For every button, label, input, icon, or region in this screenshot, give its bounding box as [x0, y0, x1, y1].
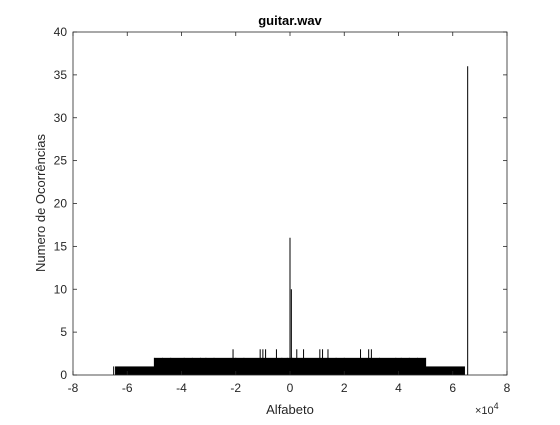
- x-tick-label: 4: [395, 381, 402, 395]
- bars-group: [113, 66, 469, 375]
- y-tick-label: 25: [54, 154, 68, 168]
- y-axis-title: Numero de Ocorrências: [33, 134, 48, 272]
- chart-title: guitar.wav: [258, 13, 322, 28]
- y-tick-label: 35: [54, 68, 68, 82]
- x-tick-label: 6: [449, 381, 456, 395]
- x-tick-label: 8: [504, 381, 511, 395]
- ticks-group: -8 -6 -4 -2 0 2 4 6 8 0 5 10 15 20 25 30 35 40: [54, 25, 511, 395]
- x-tick-label: -4: [176, 381, 187, 395]
- x-tick-label: 2: [341, 381, 348, 395]
- x-axis-exponent: ×104: [475, 401, 499, 417]
- y-tick-label: 0: [60, 368, 67, 382]
- y-tick-label: 20: [54, 197, 68, 211]
- x-tick-label: -2: [230, 381, 241, 395]
- y-tick-label: 15: [54, 239, 68, 253]
- x-tick-label: 0: [287, 381, 294, 395]
- x-tick-label: -8: [68, 381, 79, 395]
- x-tick-label: -6: [122, 381, 133, 395]
- y-tick-label: 30: [54, 111, 68, 125]
- x-axis-title: Alfabeto: [266, 402, 314, 417]
- x-axis-exponent-power: 4: [494, 401, 499, 411]
- y-tick-label: 10: [54, 282, 68, 296]
- y-tick-label: 5: [60, 325, 67, 339]
- y-tick-label: 40: [54, 25, 68, 39]
- x-axis-exponent-base: ×10: [475, 405, 494, 417]
